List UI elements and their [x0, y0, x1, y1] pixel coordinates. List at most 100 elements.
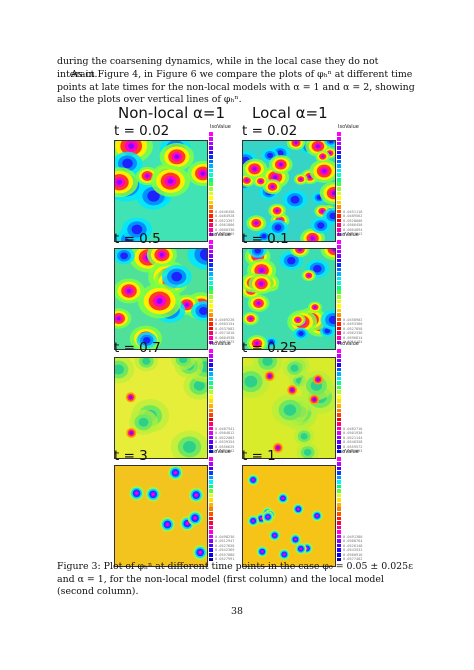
legend-entry — [337, 299, 368, 304]
legend-entry: 0.0528006 — [337, 218, 368, 223]
legend-swatch — [209, 223, 213, 227]
legend-entry — [337, 349, 368, 354]
legend-entry — [337, 489, 368, 494]
legend-swatch — [209, 214, 213, 218]
legend-swatch — [337, 304, 341, 308]
legend-value: 0.0512947 — [215, 539, 235, 544]
legend-swatch — [337, 354, 341, 358]
legend-swatch — [337, 267, 341, 272]
legend-entry — [209, 164, 240, 169]
legend-swatch — [209, 285, 213, 290]
legend-value: 0.0493380 — [343, 322, 363, 327]
legend-swatch — [209, 502, 213, 507]
legend-entry — [209, 399, 240, 404]
legend-entry: 0.0604894 — [337, 227, 368, 232]
legend-entry: 0.0458902 — [337, 317, 368, 322]
legend-swatch — [337, 457, 341, 462]
panel-time-label: t = 1 — [242, 448, 276, 464]
legend-swatch — [209, 227, 213, 232]
legend-entry — [337, 205, 368, 210]
legend-title: IsoValue — [338, 124, 359, 130]
legend-entry — [209, 272, 240, 277]
legend-title: IsoValue — [210, 124, 231, 130]
legend-swatch — [337, 209, 341, 214]
legend-value: 0.0503154 — [215, 322, 235, 327]
legend-entry: 0.0539354 — [209, 440, 240, 445]
legend-entry — [209, 240, 240, 245]
legend-entry: 0.0716184 — [337, 340, 368, 345]
legend-swatch — [337, 214, 341, 218]
legend-swatch — [337, 489, 341, 493]
legend-entry — [337, 507, 368, 512]
legend-swatch — [209, 466, 213, 471]
legend-entry — [209, 299, 240, 304]
legend-entry — [337, 475, 368, 480]
isovalue-legend: IsoValue 0.0482716 0.0501930 0.0521144 0.054… — [337, 341, 368, 457]
legend-entry — [209, 521, 240, 526]
phase-field-plot — [114, 140, 208, 242]
legend-entry — [337, 354, 368, 359]
legend-swatch — [209, 313, 213, 317]
legend-swatch — [337, 182, 341, 187]
legend-value: 0.0528006 — [343, 218, 363, 223]
legend-entry — [209, 462, 240, 467]
legend-swatch — [209, 507, 213, 512]
legend-title: IsoValue — [338, 449, 359, 455]
legend-swatch — [337, 254, 341, 258]
legend-entry — [209, 281, 240, 286]
legend-entry — [337, 155, 368, 160]
legend-swatch — [209, 552, 213, 557]
legend-swatch — [209, 394, 213, 399]
legend-swatch — [209, 295, 213, 299]
legend-entry — [337, 177, 368, 182]
legend-swatch — [209, 385, 213, 390]
legend-entry — [337, 394, 368, 399]
legend-value: 0.0469226 — [215, 317, 235, 322]
legend-entry: 0.0663613 — [337, 232, 368, 237]
legend-title: IsoValue — [210, 232, 231, 238]
legend-swatch — [337, 240, 341, 245]
legend-value: 0.0566450 — [343, 223, 363, 228]
legend-swatch — [337, 440, 341, 444]
legend-swatch — [209, 471, 213, 475]
legend-swatch — [209, 173, 213, 177]
legend-swatch — [337, 150, 341, 155]
legend-title: IsoValue — [338, 232, 359, 238]
legend-entry — [209, 295, 240, 300]
legend-entry: 0.0537082 — [209, 326, 240, 331]
legend-entry: 0.0523397 — [209, 218, 240, 223]
figure-panel: t = 0.1 IsoValue 0.0458902 0.0493380 0.05278… — [242, 232, 368, 350]
legend-entry — [209, 276, 240, 281]
legend-entry — [209, 254, 240, 259]
legend-entry: 0.0482716 — [337, 426, 368, 431]
legend-swatch — [337, 548, 341, 552]
legend-entry: 0.0504812 — [209, 431, 240, 436]
legend-entry — [337, 308, 368, 313]
legend-entry — [337, 137, 368, 142]
legend-swatch — [209, 440, 213, 444]
legend-value: 0.0537082 — [215, 326, 235, 331]
legend-swatch — [209, 322, 213, 326]
legend-value: 0.0663613 — [343, 232, 363, 237]
legend-swatch — [337, 276, 341, 281]
legend-entry — [337, 530, 368, 535]
legend-entry — [209, 159, 240, 164]
legend-swatch — [337, 525, 341, 530]
legend-entry — [209, 182, 240, 187]
legend-swatch — [209, 404, 213, 408]
legend-entry — [209, 376, 240, 381]
legend-swatch — [337, 200, 341, 205]
legend-swatch — [337, 313, 341, 317]
legend-entry — [337, 367, 368, 372]
legend-entry: 0.0508764 — [337, 539, 368, 544]
legend-entry — [209, 258, 240, 263]
legend-swatch — [337, 258, 341, 263]
legend-value: 0.0577402 — [343, 557, 363, 562]
legend-swatch — [209, 340, 213, 345]
legend-swatch — [337, 408, 341, 413]
legend-entry — [209, 304, 240, 309]
legend-swatch — [209, 354, 213, 358]
legend-swatch — [337, 349, 341, 354]
isovalue-legend: IsoValue 0.0446458 0.0484928 0.0523397 0.056… — [209, 124, 240, 240]
legend-swatch — [337, 249, 341, 254]
